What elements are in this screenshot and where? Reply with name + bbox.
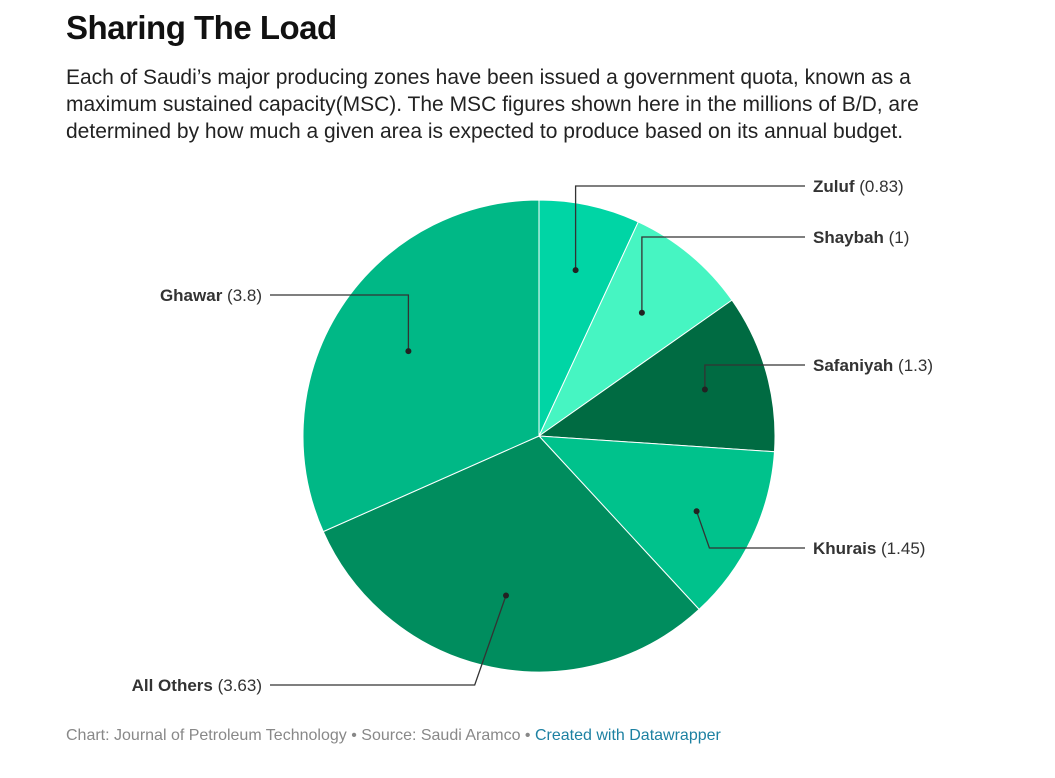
pie-slice-zuluf[interactable] (538, 199, 639, 437)
slice-value-ghawar: (3.8) (222, 286, 262, 305)
leader-line-khurais (695, 511, 805, 549)
footer-separator: • (351, 727, 357, 744)
slice-value-all-others: (3.63) (213, 676, 262, 695)
pie-slice-all-others[interactable] (322, 435, 700, 673)
chart-description: Each of Saudi’s major producing zones ha… (66, 66, 919, 143)
slice-label-safaniyah: Safaniyah (1.3) (813, 356, 933, 375)
source-credit: Source: Saudi Aramco (361, 727, 521, 744)
leader-dot-zuluf (572, 267, 579, 274)
leader-line-zuluf (574, 185, 805, 271)
slice-name-shaybah: Shaybah (813, 228, 884, 247)
slice-name-safaniyah: Safaniyah (813, 356, 893, 375)
slice-name-all-others: All Others (132, 676, 213, 695)
slice-label-ghawar: Ghawar (3.8) (160, 286, 262, 305)
slice-value-zuluf: (0.83) (855, 177, 904, 196)
slice-name-ghawar: Ghawar (160, 286, 223, 305)
pie-slice-safaniyah[interactable] (537, 299, 776, 453)
slice-name-zuluf: Zuluf (813, 177, 855, 196)
slice-label-shaybah: Shaybah (1) (813, 228, 909, 247)
leader-dot-khurais (693, 508, 700, 515)
slice-value-safaniyah: (1.3) (893, 356, 933, 375)
slice-label-khurais: Khurais (1.45) (813, 539, 925, 558)
leader-dot-ghawar (405, 348, 412, 355)
pie-chart: Zuluf (0.83) Shaybah (1) Safaniyah (1.3) Kh… (132, 177, 933, 695)
chart-credit: Chart: Journal of Petroleum Technology (66, 727, 347, 744)
pie-slice-shaybah[interactable] (537, 221, 733, 438)
leader-dot-all-others (503, 592, 509, 599)
leader-line-safaniyah (704, 364, 805, 390)
leader-line-ghawar (270, 294, 410, 352)
chart-title: Sharing The Load (66, 9, 337, 46)
pie-labels: Zuluf (0.83) Shaybah (1) Safaniyah (1.3) Kh… (132, 177, 933, 695)
leader-line-shaybah (641, 236, 805, 313)
pie-slice-ghawar[interactable] (302, 199, 540, 533)
slice-label-all-others: All Others (3.63) (132, 676, 262, 695)
pie-slice-khurais[interactable] (537, 435, 776, 611)
slice-value-khurais: (1.45) (876, 539, 925, 558)
slice-name-khurais: Khurais (813, 539, 876, 558)
footer-separator-2: • (524, 727, 531, 744)
leader-dot-shaybah (638, 309, 645, 316)
slice-value-shaybah: (1) (884, 228, 910, 247)
leader-dot-safaniyah (701, 386, 708, 393)
chart-footer: Chart: Journal of Petroleum Technology •… (66, 727, 721, 745)
datawrapper-link[interactable]: Created with Datawrapper (534, 727, 721, 744)
leader-line-all-others (270, 595, 507, 686)
pie-slices (302, 199, 776, 673)
slice-label-zuluf: Zuluf (0.83) (813, 177, 904, 196)
